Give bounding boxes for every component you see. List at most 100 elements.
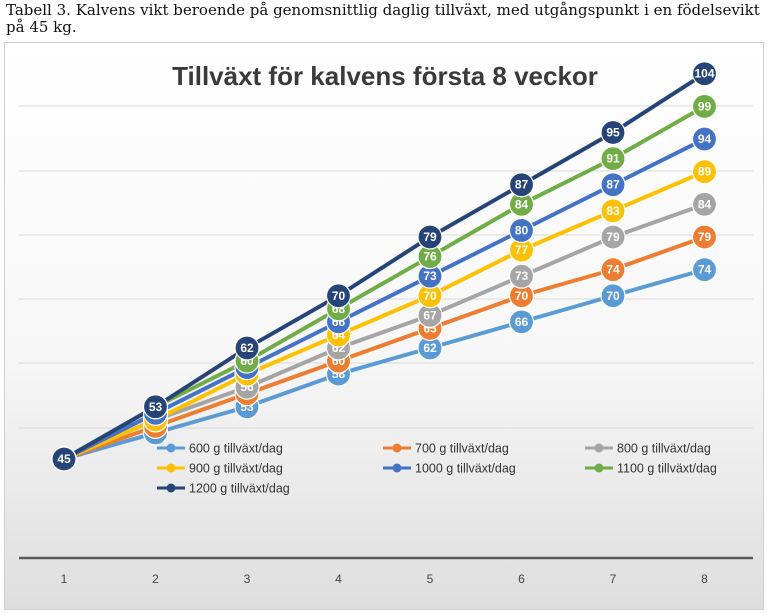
data-label: 70 [423,289,437,303]
data-point [691,61,718,87]
legend-entry: 700 g tillväxt/dag [383,442,509,456]
data-point [417,224,443,250]
series-line [63,267,706,461]
data-label: 66 [515,315,529,329]
data-label: 79 [423,230,437,244]
data-label: 79 [698,230,712,244]
data-label: 67 [423,308,437,322]
x-tick-label: 7 [610,572,617,586]
legend-swatch-marker [166,463,176,473]
data-label: 70 [515,289,529,303]
x-tick-label: 8 [701,572,708,586]
data-label: 62 [423,341,437,355]
legend: 600 g tillväxt/dag 700 g tillväxt/dag 800 … [157,442,717,496]
series-line [63,169,706,461]
legend-swatch-marker [392,463,402,473]
data-label: 104 [694,67,714,81]
data-label: 83 [606,204,620,218]
data-point [508,217,535,244]
series-layer: 4549535862667074455055606570747945515662… [51,61,718,472]
legend-swatch-marker [594,443,604,453]
data-label: 73 [423,269,437,283]
data-label: 76 [423,250,437,264]
data-label: 87 [606,178,620,192]
legend-label: 700 g tillväxt/dag [415,442,509,456]
x-tick-label: 2 [152,572,159,586]
data-label: 73 [515,269,529,283]
legend-label: 1200 g tillväxt/dag [189,482,290,496]
x-tick-label: 5 [427,572,434,586]
data-point [508,309,535,335]
series-markers: 45 53 62 70 79 87 95 104 [51,61,718,472]
data-label: 84 [515,197,529,211]
series-line [63,72,706,461]
data-point [691,257,718,283]
data-label: 95 [606,126,620,140]
data-label: 62 [240,341,254,355]
data-point [142,394,169,420]
x-tick-label: 6 [518,572,525,586]
data-point [691,159,718,185]
data-point [600,198,626,224]
data-label: 94 [698,132,712,146]
series [63,137,706,461]
data-point [691,93,718,119]
data-point [600,257,626,283]
series-markers: 4550556065707479 [51,224,718,472]
data-label: 45 [57,452,71,466]
x-tick-label: 1 [61,572,68,586]
series [63,267,706,461]
x-tick-label: 4 [335,572,342,586]
table-caption: Tabell 3. Kalvens vikt beroende på genom… [6,1,760,36]
chart-title: Tillväxt för kalvens första 8 veckor [172,61,598,91]
data-point [325,283,352,309]
data-point [691,224,718,250]
legend-swatch-marker [166,443,176,453]
data-label: 77 [515,243,529,257]
legend-label: 1100 g tillväxt/dag [617,462,717,476]
data-point [600,283,626,309]
data-label: 70 [606,289,620,303]
data-label: 74 [606,263,620,277]
legend-label: 800 g tillväxt/dag [617,442,711,456]
series-line [63,137,706,461]
data-label: 53 [149,400,163,414]
data-point [691,191,718,217]
data-point [508,172,535,198]
legend-entry: 600 g tillväxt/dag [157,442,283,456]
data-label: 70 [332,289,346,303]
data-label: 80 [515,223,529,237]
legend-entry: 800 g tillväxt/dag [585,442,711,456]
legend-swatch-marker [594,463,604,473]
legend-swatch-marker [392,443,402,453]
data-label: 89 [698,165,712,179]
x-axis: 1 2 3 4 5 6 7 8 [19,556,753,586]
data-point [508,263,535,289]
data-point [600,146,626,172]
legend-label: 600 g tillväxt/dag [189,442,283,456]
data-label: 91 [606,152,620,166]
legend-entry: 900 g tillväxt/dag [157,462,283,476]
data-label: 74 [698,263,712,277]
data-point [600,224,626,250]
series [63,169,706,461]
data-point [691,126,718,152]
data-label: 99 [698,99,712,113]
legend-label: 900 g tillväxt/dag [189,462,283,476]
series [63,235,706,461]
data-point [600,119,626,146]
data-point [600,172,626,198]
legend-label: 1000 g tillväxt/dag [415,462,516,476]
legend-swatch-marker [166,483,176,493]
data-point [234,335,260,361]
data-label: 84 [698,197,712,211]
data-label: 79 [606,230,620,244]
legend-entry: 1200 g tillväxt/dag [157,482,290,496]
legend-entry: 1100 g tillväxt/dag [585,462,717,476]
series-line [63,235,706,461]
x-tick-label: 3 [244,572,251,586]
series [63,72,706,461]
data-point [51,446,77,472]
line-chart: Tillväxt för kalvens första 8 veckor 454… [19,61,753,586]
chart-container: Tillväxt för kalvens första 8 veckor 454… [4,42,764,610]
